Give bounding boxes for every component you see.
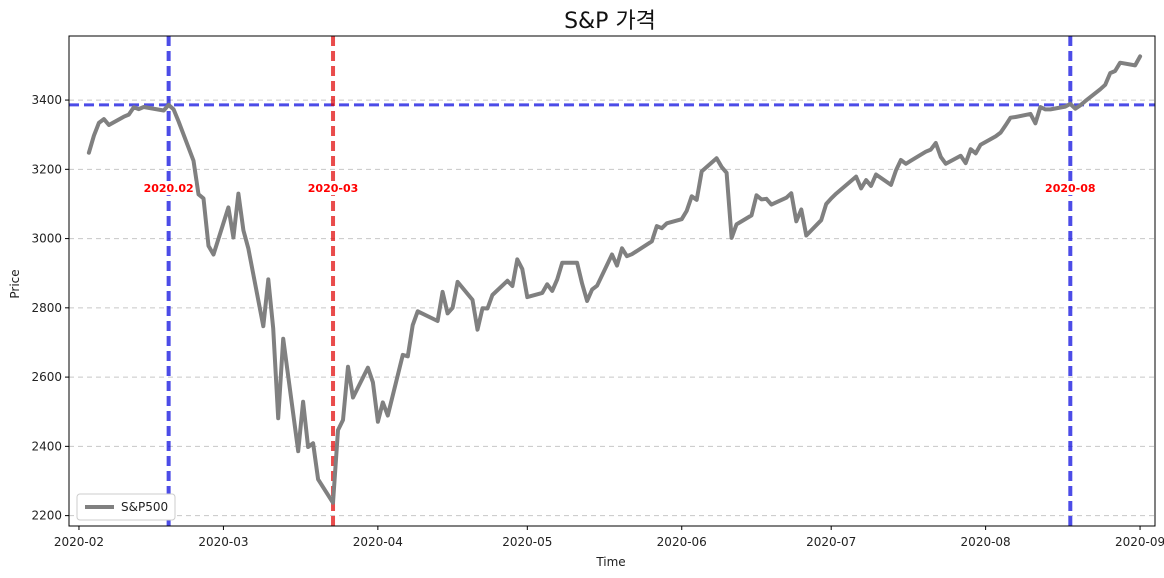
x-axis-label: Time — [595, 555, 625, 569]
plot-frame — [68, 35, 1156, 527]
chart-title: S&P 가격 — [564, 9, 656, 34]
reference-labels: 2020.02 2020-03 2020-08 — [142, 181, 1097, 196]
grid-layer — [69, 99, 1155, 517]
y-tick-label: 2200 — [31, 509, 62, 523]
x-tick-label: 2020-07 — [806, 535, 856, 549]
legend-label-sp500: S&P500 — [121, 500, 168, 514]
y-tick-label: 3400 — [31, 93, 62, 107]
reference-label-bg — [307, 181, 360, 196]
legend-box — [76, 493, 176, 521]
y-tick-label: 2800 — [31, 301, 62, 315]
reference-line-label: 2020-03 — [308, 182, 359, 195]
x-tick-label: 2020-08 — [961, 535, 1011, 549]
y-axis-ticks: 2200 2400 2600 2800 3000 3200 3400 — [31, 93, 69, 523]
y-tick-label: 2400 — [31, 439, 62, 453]
x-tick-label: 2020-09 — [1115, 535, 1164, 549]
reference-lines — [69, 36, 1155, 526]
x-tick-label: 2020-02 — [54, 535, 104, 549]
series-line-sp500 — [86, 54, 1143, 505]
reference-label-bg — [142, 181, 195, 196]
y-tick-label: 3200 — [31, 162, 62, 176]
series-layer — [86, 54, 1143, 505]
legend: S&P500 — [76, 493, 176, 521]
reference-line-label: 2020-08 — [1045, 182, 1096, 195]
y-axis-label: Price — [8, 269, 22, 298]
x-tick-label: 2020-05 — [502, 535, 552, 549]
x-axis-ticks: 2020-02 2020-03 2020-04 2020-05 2020-06 2020-… — [54, 526, 1164, 549]
x-tick-label: 2020-04 — [353, 535, 403, 549]
x-tick-label: 2020-03 — [198, 535, 248, 549]
y-tick-label: 2600 — [31, 370, 62, 384]
reference-line-label: 2020.02 — [144, 182, 194, 195]
reference-label-bg — [1044, 181, 1097, 196]
x-tick-label: 2020-06 — [657, 535, 707, 549]
y-tick-label: 3000 — [31, 232, 62, 246]
